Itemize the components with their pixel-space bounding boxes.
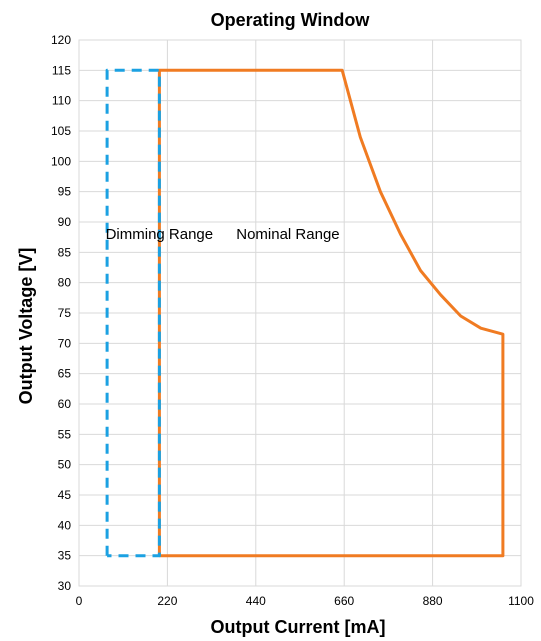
y-tick-label: 85 — [58, 245, 72, 259]
y-tick-label: 90 — [58, 215, 72, 229]
y-tick-label: 60 — [58, 397, 72, 411]
y-tick-label: 120 — [51, 33, 71, 47]
y-tick-label: 95 — [58, 185, 72, 199]
y-tick-label: 50 — [58, 458, 72, 472]
x-axis-ticks: 0 220 440 660 880 1100 — [76, 594, 535, 608]
y-tick-label: 45 — [58, 488, 72, 502]
y-tick-label: 55 — [58, 427, 72, 441]
annotation-label: Nominal Range — [236, 226, 339, 243]
nominal-range-line — [157, 68, 505, 558]
y-tick-label: 70 — [58, 336, 72, 350]
x-tick-label: 1100 — [508, 594, 534, 608]
y-tick-label: 65 — [58, 367, 72, 381]
annotations-group: Dimming Range Nominal Range — [106, 226, 340, 243]
y-tick-label: 35 — [58, 549, 72, 563]
y-tick-label: 100 — [51, 154, 71, 168]
x-tick-label: 660 — [334, 594, 354, 608]
y-tick-label: 30 — [58, 579, 72, 593]
annotation-label: Dimming Range — [106, 226, 214, 243]
x-tick-label: 220 — [157, 594, 177, 608]
y-tick-label: 105 — [51, 124, 71, 138]
x-tick-label: 0 — [76, 594, 83, 608]
y-axis-label: Output Voltage [V] — [16, 248, 36, 405]
y-tick-label: 80 — [58, 276, 72, 290]
y-tick-label: 75 — [58, 306, 72, 320]
x-tick-label: 440 — [246, 594, 266, 608]
y-axis-ticks: 30 35 40 45 50 55 60 65 70 75 80 85 90 95 100 105 110 115… — [51, 33, 71, 593]
x-tick-label: 880 — [423, 594, 443, 608]
y-tick-label: 115 — [52, 63, 71, 77]
y-tick-label: 40 — [58, 518, 72, 532]
x-axis-label: Output Current [mA] — [211, 617, 386, 637]
y-tick-label: 110 — [52, 94, 71, 108]
chart-title: Operating Window — [211, 10, 371, 30]
plot-area-border — [78, 39, 522, 587]
dimming-range-line — [105, 68, 161, 558]
series-group — [105, 68, 505, 558]
